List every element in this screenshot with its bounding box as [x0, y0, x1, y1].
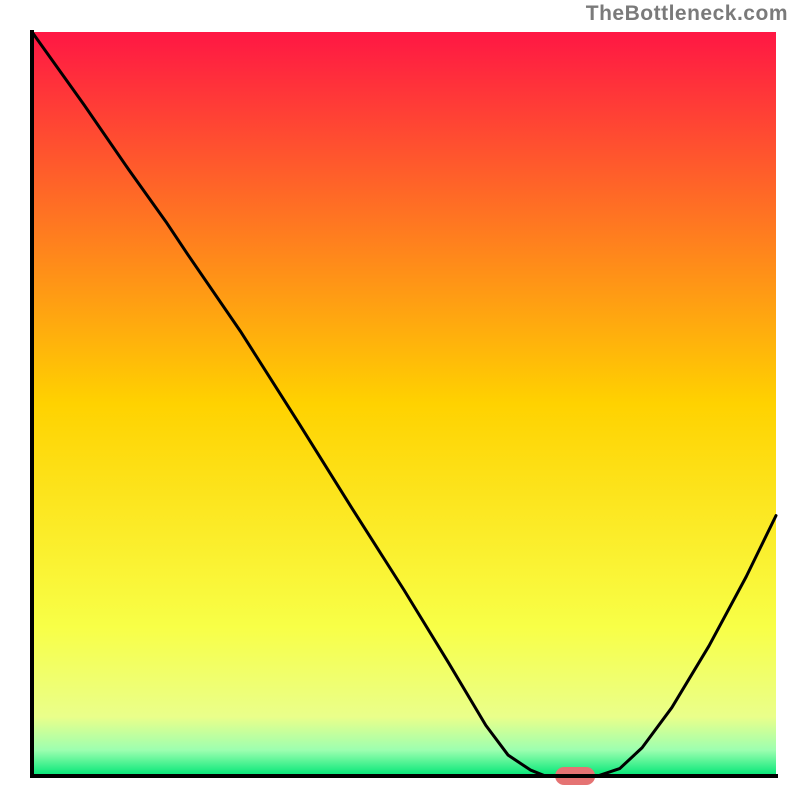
bottleneck-chart — [0, 0, 800, 800]
chart-wrapper: TheBottleneck.com — [0, 0, 800, 800]
watermark-text: TheBottleneck.com — [586, 2, 788, 26]
gradient-background — [32, 32, 776, 776]
